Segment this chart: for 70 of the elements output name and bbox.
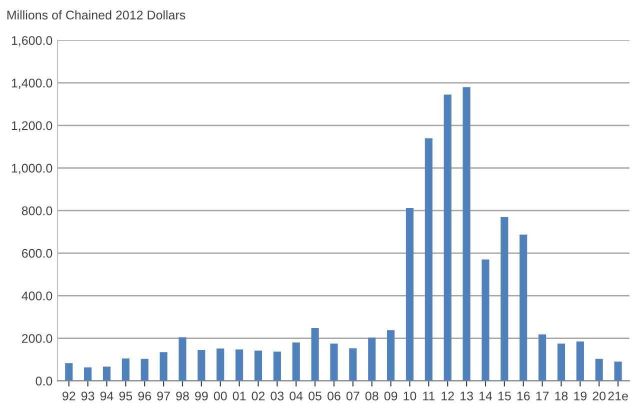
- x-tick-label: 03: [270, 392, 284, 400]
- bar: [462, 87, 470, 381]
- x-tick-label: 99: [195, 392, 208, 400]
- x-tick-label: 96: [138, 392, 152, 400]
- bar: [198, 350, 206, 381]
- bar: [368, 338, 376, 381]
- bar: [178, 337, 186, 381]
- bar: [520, 234, 528, 381]
- x-tick-label: 20: [592, 392, 606, 400]
- y-tick-label: 1,200.0: [12, 121, 52, 132]
- bar: [140, 358, 148, 381]
- x-tick-label: 12: [442, 392, 454, 400]
- x-tick-label: 08: [365, 392, 378, 400]
- x-tick-label: 09: [384, 392, 398, 400]
- y-axis-title: Millions of Chained 2012 Dollars: [7, 10, 186, 20]
- x-tick-label: 94: [100, 392, 114, 400]
- x-tick-label: 04: [290, 392, 303, 400]
- x-tick-label: 05: [308, 392, 322, 400]
- bar: [444, 94, 452, 381]
- x-tick-label: 00: [214, 392, 227, 400]
- x-tick-label: 10: [404, 392, 416, 400]
- bar: [614, 362, 622, 381]
- y-tick-label: 1,600.0: [12, 36, 52, 46]
- x-tick-label: 21e: [608, 392, 628, 400]
- bar: [387, 330, 395, 381]
- bar: [538, 334, 546, 381]
- x-tick-label: 11: [423, 392, 435, 400]
- y-tick-label: 1,400.0: [12, 78, 52, 89]
- bar: [122, 358, 130, 381]
- y-tick-label: 400.0: [22, 292, 52, 300]
- bar: [595, 358, 603, 381]
- bar: [273, 352, 281, 381]
- bar: [349, 348, 357, 381]
- y-tick-label: 600.0: [22, 248, 52, 258]
- bar: [160, 352, 168, 381]
- y-tick-label: 0.0: [36, 376, 52, 386]
- bar: [557, 344, 566, 381]
- x-tick-label: 97: [157, 392, 170, 400]
- bar: [254, 350, 262, 381]
- x-tick-label: 15: [498, 392, 511, 400]
- bar: [65, 363, 73, 381]
- x-tick-label: 19: [574, 392, 587, 400]
- bar: [330, 344, 338, 381]
- x-tick-label: 98: [176, 392, 189, 400]
- y-tick-label: 800.0: [22, 206, 52, 216]
- x-tick-label: 06: [328, 392, 340, 400]
- bar: [576, 341, 584, 381]
- x-tick-label: 16: [517, 392, 530, 400]
- x-tick-label: 01: [232, 392, 246, 400]
- x-tick-label: 02: [252, 392, 265, 400]
- bar: [406, 208, 414, 381]
- y-tick-label: 1,000.0: [12, 164, 52, 174]
- x-tick-label: 17: [536, 392, 549, 400]
- bar: [102, 366, 111, 381]
- bar: [482, 260, 490, 381]
- bar: [500, 216, 508, 381]
- x-tick-label: 92: [62, 392, 76, 400]
- y-tick-label: 200.0: [22, 334, 52, 343]
- bar: [424, 138, 432, 381]
- x-tick-label: 07: [346, 392, 360, 400]
- x-tick-label: 14: [479, 392, 492, 400]
- bar: [292, 342, 300, 381]
- x-tick-label: 18: [555, 392, 568, 400]
- x-tick-label: 13: [460, 392, 473, 400]
- bar: [236, 350, 244, 381]
- x-tick-label: 93: [81, 392, 94, 400]
- x-tick-label: 95: [119, 392, 132, 400]
- bar: [84, 367, 92, 381]
- bar: [216, 348, 224, 381]
- bar: [311, 328, 319, 381]
